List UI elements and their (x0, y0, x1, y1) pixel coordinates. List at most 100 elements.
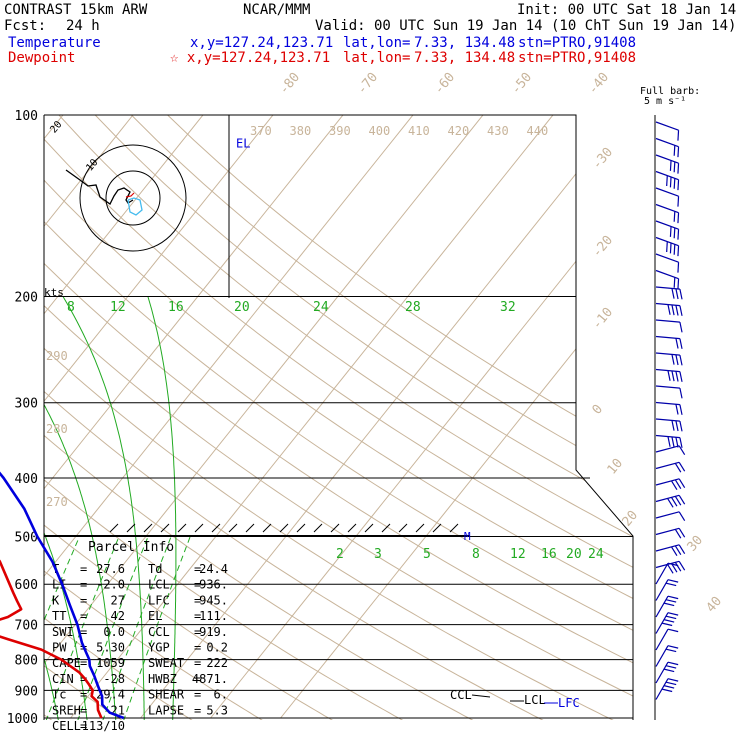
dry-adiabat (44, 115, 281, 720)
parcel-cell: 0.0 (103, 625, 125, 639)
hodo-ring-label-outer: 20 (48, 119, 64, 135)
hodo-ring-inner (105, 170, 161, 226)
pressure-tick-label: 200 (15, 291, 38, 306)
parcel-cell: = (194, 672, 201, 686)
mixing-ratio-label: 12 (510, 547, 526, 562)
parcel-cell: = (80, 578, 87, 592)
barb-flag (670, 546, 678, 557)
moist-adiabat (62, 296, 145, 720)
hodo-cyan-trace (127, 197, 143, 216)
barb-flag (669, 176, 672, 188)
hatch-tick (160, 523, 170, 533)
hatch-tick (313, 523, 323, 533)
dewpoint-latlon: 7.33, 134.48 (414, 50, 515, 66)
isotherm-line (44, 115, 344, 719)
hatch-tick (126, 523, 136, 533)
hatch-tick (262, 523, 272, 533)
parcel-cell: = (80, 562, 87, 576)
parcel-cell: = (80, 656, 87, 670)
barb-staff (655, 121, 679, 131)
moist-adiabat-label: 12 (110, 300, 126, 315)
parcel-cell: 111. (199, 609, 228, 623)
dry-adiabat (44, 115, 633, 720)
moist-adiabat-label: 24 (313, 300, 329, 315)
pressure-tick-label: 100 (15, 109, 38, 124)
wind-barb (655, 137, 680, 158)
barb-staff (655, 385, 680, 389)
barb-title-2: 5 m s⁻¹ (644, 96, 686, 107)
hatch-tick (398, 523, 408, 533)
isotherm-label: -60 (432, 70, 459, 98)
barb-flag (669, 226, 672, 237)
dry-adiabat (44, 115, 633, 720)
parcel-cell: 5.30 (96, 641, 125, 655)
temperature-line (0, 471, 125, 720)
model-title: CONTRAST 15km ARW (4, 2, 148, 18)
lcl-label: LCL (524, 693, 546, 707)
pressure-tick-label: 500 (15, 530, 38, 545)
hodo-trace (65, 169, 134, 205)
wind-barb (655, 511, 686, 521)
dewpoint-station: stn=PTRO,91408 (518, 50, 636, 66)
pressure-labels: 100 200 300 400 500 600 700 800 900 1000 (7, 109, 38, 727)
isotherm-line (44, 115, 274, 719)
barb-flag (678, 560, 686, 571)
isotherm-label: -40 (586, 70, 613, 98)
barb-flag (667, 678, 679, 682)
parcel-cell: = (194, 562, 201, 576)
barb-title-1: Full barb: (640, 86, 700, 97)
barb-flag (679, 338, 683, 349)
hatch-tick (296, 523, 306, 533)
parcel-cell: = (80, 609, 87, 623)
barb-flag (667, 304, 671, 315)
theta-label-left: 270 (46, 495, 68, 509)
barb-flag (673, 161, 676, 173)
barb-flag (663, 602, 675, 607)
wind-barb (655, 170, 680, 191)
barb-flag (677, 212, 680, 224)
ccl-label: CCL (450, 688, 472, 702)
moist-adiabat (44, 296, 61, 720)
theta-label: 390 (329, 124, 351, 138)
barb-flag (669, 160, 672, 171)
barb-flag (673, 178, 676, 189)
isotherm-line (140, 115, 624, 719)
barb-flag (678, 461, 686, 472)
hatch-tick (177, 523, 187, 533)
header: CONTRAST 15km ARW NCAR/MMM Init: 00 UTC … (4, 2, 736, 107)
moist-adiabat-label: 8 (67, 300, 75, 315)
m-label: M (464, 530, 471, 543)
mixing-ratio-label: 3 (374, 547, 382, 562)
parcel-cell: = (194, 593, 201, 607)
fcst-label: Fcst: (4, 18, 46, 34)
parcel-cell: CCL (148, 625, 170, 639)
dewpoint-legend: Dewpoint (8, 50, 75, 66)
barb-flag (674, 562, 682, 572)
dry-adiabat (44, 115, 633, 720)
barb-flag (677, 146, 680, 158)
barb-flag (665, 599, 677, 603)
fcst-value: 24 h (66, 18, 100, 34)
parcel-cell: = (80, 703, 87, 717)
dry-adiabat (44, 115, 633, 720)
wind-barb (655, 661, 679, 684)
barb-flag (671, 288, 675, 299)
parcel-cell: 42 (111, 609, 125, 623)
wind-barb (655, 678, 679, 700)
barb-flag (677, 163, 680, 174)
moist-adiabat (44, 296, 117, 720)
barb-flag (674, 496, 682, 506)
barb-flag (675, 404, 679, 415)
isotherm-line (44, 115, 484, 719)
ccl-tick (471, 694, 491, 698)
barb-flag (671, 354, 675, 365)
barb-flag (666, 175, 668, 187)
barb-flag (679, 321, 683, 333)
isotherm-label: 0 (590, 402, 607, 418)
dry-adiabat (44, 115, 564, 720)
parcel-cell: = (80, 625, 87, 639)
mixing-ratio-label: 20 (566, 547, 582, 562)
hodo-red-mark (125, 192, 135, 198)
barb-flag (673, 277, 676, 288)
barb-flag (663, 668, 675, 673)
